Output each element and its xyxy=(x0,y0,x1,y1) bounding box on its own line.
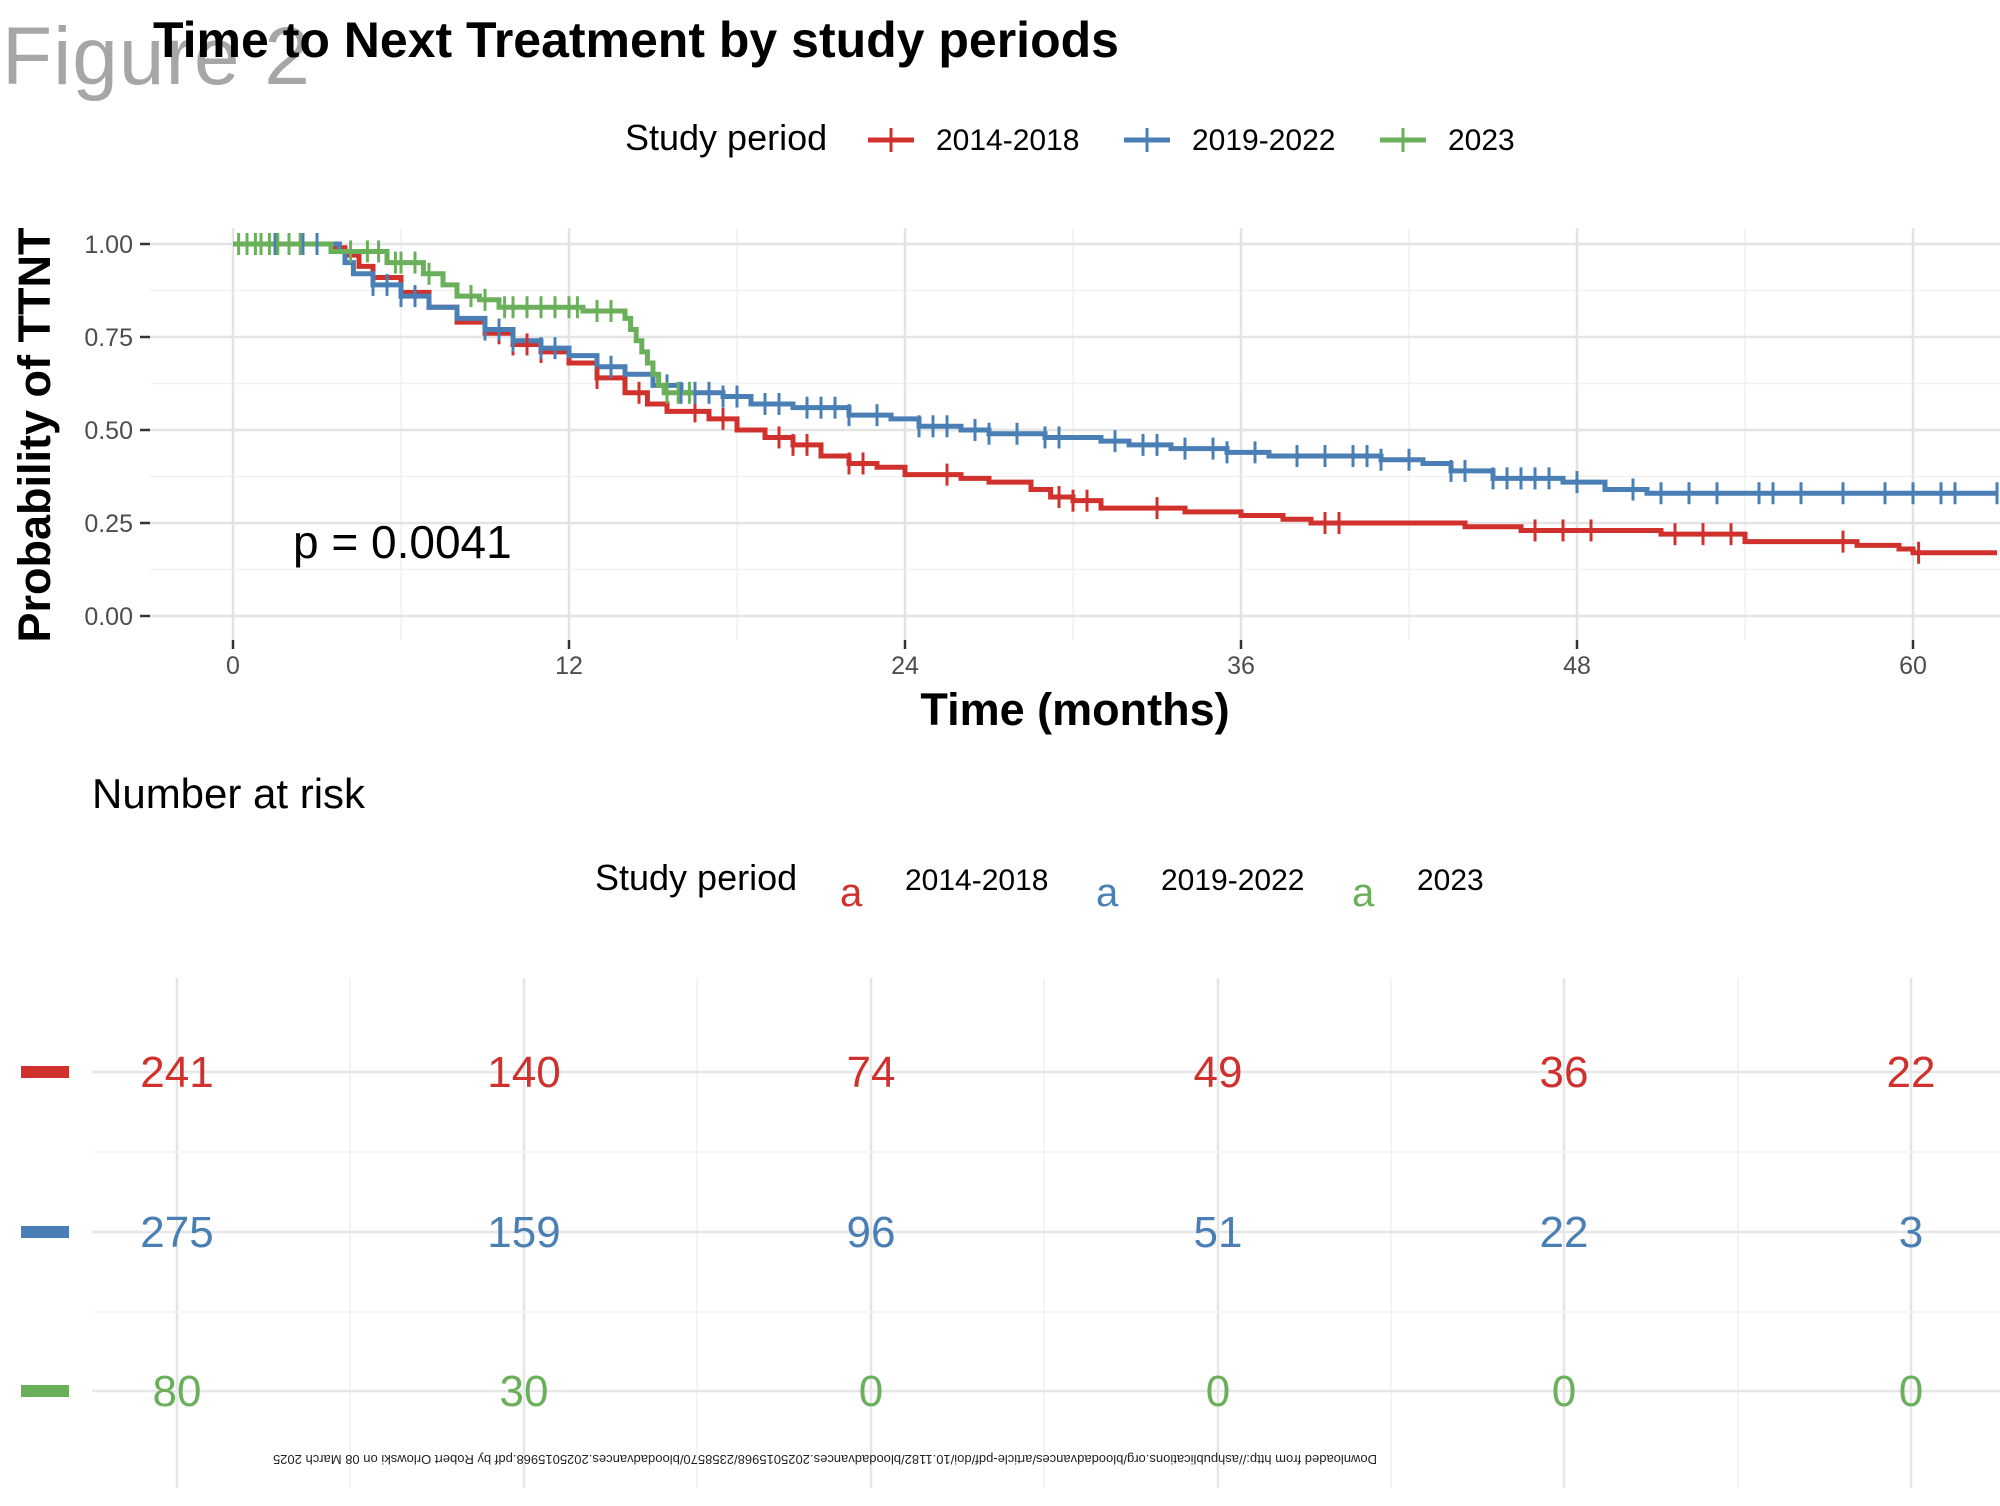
risk-legend-key: a xyxy=(1096,871,1119,915)
km-legend: Study period 2014-2018 2019-2022 2023 xyxy=(625,117,1515,158)
legend-label-2019-2022: 2019-2022 xyxy=(1192,124,1335,157)
risk-row-color-key xyxy=(21,1066,69,1078)
risk-count: 36 xyxy=(1540,1048,1589,1097)
download-watermark: Downloaded from http://ashpublications.o… xyxy=(272,1452,1378,1467)
risk-count: 0 xyxy=(1899,1367,1923,1416)
risk-legend-label-2019-2022: 2019-2022 xyxy=(1161,864,1304,897)
km-grid xyxy=(150,228,2000,640)
risk-count: 22 xyxy=(1540,1208,1589,1257)
risk-legend-title: Study period xyxy=(595,857,797,898)
x-tick-label: 48 xyxy=(1563,652,1591,680)
risk-legend-key: a xyxy=(1352,871,1375,915)
y-axis-title: Probability of TTNT xyxy=(9,228,60,643)
risk-count: 140 xyxy=(487,1048,560,1097)
x-tick-label: 24 xyxy=(891,652,919,680)
legend-label-2023: 2023 xyxy=(1448,124,1515,157)
risk-count: 49 xyxy=(1194,1048,1243,1097)
risk-count: 241 xyxy=(140,1048,213,1097)
y-tick-label: 0.25 xyxy=(84,510,133,538)
risk-count: 80 xyxy=(153,1367,202,1416)
legend-label-2014-2018: 2014-2018 xyxy=(936,124,1079,157)
x-tick-label: 0 xyxy=(226,652,240,680)
km-censors xyxy=(237,233,1999,564)
y-tick-label: 0.50 xyxy=(84,417,133,445)
chart-title: Time to Next Treatment by study periods xyxy=(153,12,1119,68)
figure-label: Figure 2 xyxy=(2,11,311,102)
km-curve-2019-2022 xyxy=(233,241,1997,496)
risk-count: 0 xyxy=(1206,1367,1230,1416)
risk-count: 3 xyxy=(1899,1208,1923,1257)
y-tick-label: 1.00 xyxy=(84,231,133,259)
risk-count: 74 xyxy=(847,1048,896,1097)
x-tick-label: 36 xyxy=(1227,652,1255,680)
x-axis-title: Time (months) xyxy=(920,684,1229,735)
km-axes: 0.00 0.25 0.50 0.75 1.00 0 12 24 36 48 60 Time (mon… xyxy=(9,12,1927,735)
risk-legend-key: a xyxy=(840,871,863,915)
risk-count: 96 xyxy=(847,1208,896,1257)
risk-row-color-key xyxy=(21,1385,69,1397)
y-tick-label: 0.75 xyxy=(84,324,133,352)
risk-count: 159 xyxy=(487,1208,560,1257)
risk-legend-label-2014-2018: 2014-2018 xyxy=(905,864,1048,897)
p-value-annotation: p = 0.0041 xyxy=(293,516,512,568)
risk-count: 0 xyxy=(1552,1367,1576,1416)
x-tick-label: 12 xyxy=(555,652,583,680)
risk-count: 0 xyxy=(859,1367,883,1416)
risk-count: 275 xyxy=(140,1208,213,1257)
risk-row-color-key xyxy=(21,1226,69,1238)
legend-title: Study period xyxy=(625,117,827,158)
risk-table: Number at risk Study period a 2014-2018 a 201… xyxy=(21,770,2000,1488)
risk-count: 51 xyxy=(1194,1208,1243,1257)
risk-count: 30 xyxy=(500,1367,549,1416)
km-curve-2023 xyxy=(233,241,695,396)
risk-legend-label-2023: 2023 xyxy=(1417,864,1484,897)
risk-table-title: Number at risk xyxy=(92,770,366,817)
y-tick-label: 0.00 xyxy=(84,603,133,631)
x-tick-label: 60 xyxy=(1899,652,1927,680)
risk-count: 22 xyxy=(1887,1048,1936,1097)
